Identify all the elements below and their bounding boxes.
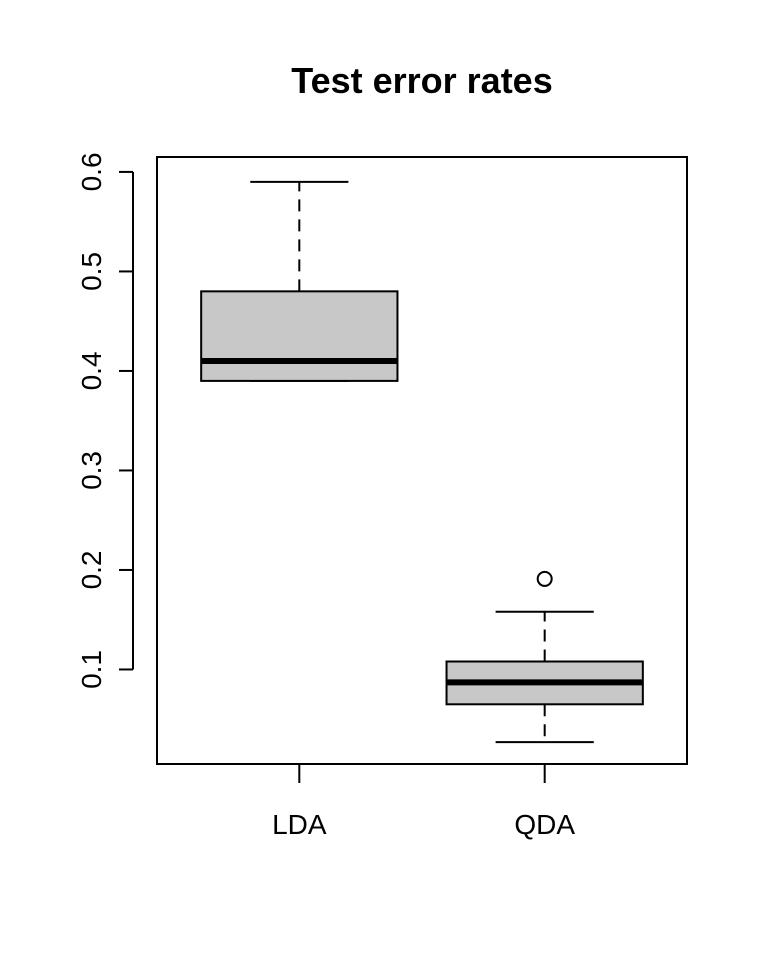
x-axis: LDA QDA <box>272 764 575 840</box>
box-lda <box>200 180 399 382</box>
chart-title: Test error rates <box>291 60 552 101</box>
x-tick-label: LDA <box>272 809 327 840</box>
y-tick-label: 0.6 <box>76 152 107 191</box>
y-tick-label: 0.1 <box>76 650 107 689</box>
box-qda <box>445 570 644 744</box>
y-tick-label: 0.4 <box>76 351 107 390</box>
plot-frame <box>156 156 688 765</box>
iqr-box <box>200 290 399 382</box>
y-tick-label: 0.3 <box>76 451 107 490</box>
outlier-point <box>536 570 553 587</box>
y-axis: 0.1 0.2 0.3 0.4 0.5 0.6 <box>76 152 134 689</box>
y-tick-label: 0.2 <box>76 550 107 589</box>
x-tick-label: QDA <box>514 809 575 840</box>
y-tick-label: 0.5 <box>76 252 107 291</box>
boxes <box>200 180 644 744</box>
